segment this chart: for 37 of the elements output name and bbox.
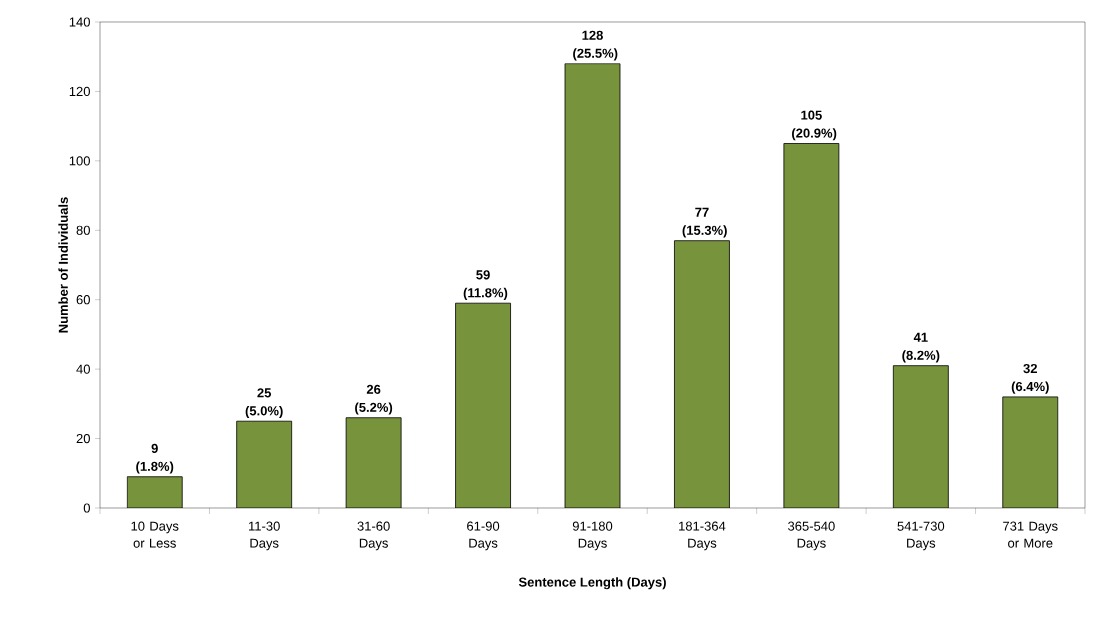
y-tick-label: 140: [69, 17, 90, 27]
data-label: 32 (6.4%): [1011, 363, 1049, 394]
data-label: 128 (25.5%): [573, 30, 618, 61]
bar: [783, 143, 840, 508]
y-tick-label: 100: [69, 156, 90, 166]
x-tick-label: 365-540 Days: [788, 521, 835, 551]
x-tick-label: 91-180 Days: [572, 521, 613, 551]
data-label: 26 (5.2%): [355, 384, 393, 415]
bar: [1002, 396, 1059, 508]
data-label: 9 (1.8%): [136, 443, 174, 474]
bar: [892, 365, 949, 508]
y-tick-label: 40: [76, 364, 90, 374]
x-tick-label: 541-730 Days: [897, 521, 945, 551]
x-tick-label: 10 Days or Less: [131, 521, 179, 548]
x-tick-label: 61-90 Days: [467, 521, 500, 551]
data-label: 59 (11.8%): [463, 270, 508, 300]
y-tick-label: 120: [69, 86, 90, 97]
y-tick-label: 0: [83, 503, 90, 513]
data-label: 41 (8.2%): [902, 332, 940, 363]
bar: [126, 476, 183, 508]
data-label: 25 (5.0%): [245, 388, 283, 418]
x-tick-label: 11-30 Days: [249, 521, 280, 551]
data-label: 105 (20.9%): [792, 110, 837, 141]
x-tick-label: 31-60 Days: [357, 521, 390, 551]
bar: [564, 63, 621, 508]
bar: [345, 417, 402, 508]
y-axis-title: Number of Individuals: [58, 197, 68, 333]
y-tick-label: 60: [76, 295, 90, 305]
data-label: 77 (15.3%): [682, 207, 727, 238]
x-axis-title: Sentence Length (Days): [518, 577, 666, 590]
y-tick-label: 80: [76, 225, 90, 235]
y-tick-label: 20: [76, 433, 90, 444]
bar: [236, 420, 293, 508]
x-tick-label: 731 Days or More: [1003, 521, 1058, 548]
bar: [455, 302, 511, 508]
bar: [674, 240, 730, 508]
x-tick-label: 181-364 Days: [679, 521, 726, 551]
